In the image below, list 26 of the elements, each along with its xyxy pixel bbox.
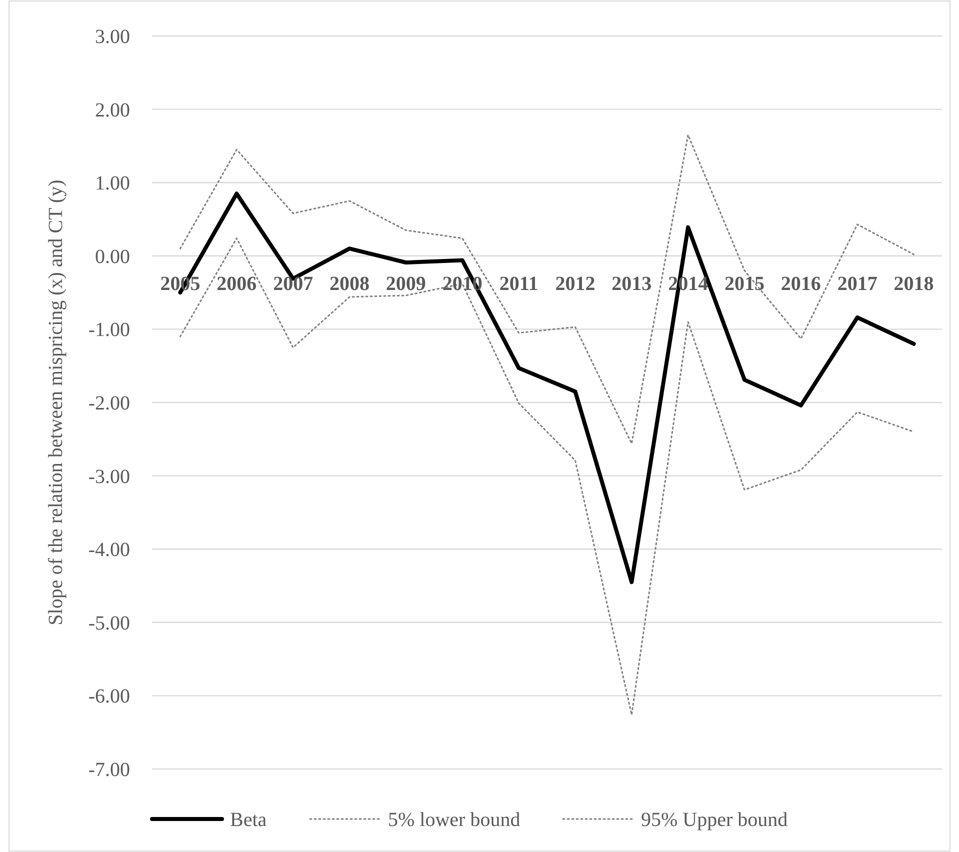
y-tick-label: -7.00 [88,759,130,781]
x-tick-label: 2006 [216,272,257,295]
x-tick-label: 2011 [499,272,538,295]
x-tick-label: 2013 [612,272,652,295]
y-tick-label: -5.00 [88,612,130,634]
y-tick-label: 1.00 [95,172,130,195]
y-tick-label: 2.00 [95,99,130,122]
x-tick-label: 2016 [780,272,821,295]
y-tick-label: 3.00 [95,26,130,48]
y-tick-label: -3.00 [88,466,130,488]
y-tick-label: -2.00 [88,392,130,414]
x-tick-label: 2017 [837,272,878,295]
x-tick-label: 2007 [273,272,314,295]
y-axis-title: Slope of the relation between mispricing (x) and CT (y) [45,180,67,626]
x-tick-label: 2012 [555,272,596,295]
y-tick-label: 0.00 [95,246,130,268]
x-tick-label: 2015 [724,272,764,295]
x-tick-label: 2009 [386,272,426,295]
y-tick-label: -4.00 [88,539,130,562]
y-tick-label: -6.00 [88,686,130,708]
y-tick-label: -1.00 [88,319,130,342]
legend-label: 5% lower bound [388,809,520,831]
x-tick-label: 2008 [330,272,370,295]
legend-label: Beta [230,809,267,831]
legend-label: 95% Upper bound [641,809,788,831]
x-tick-label: 2018 [894,272,934,295]
